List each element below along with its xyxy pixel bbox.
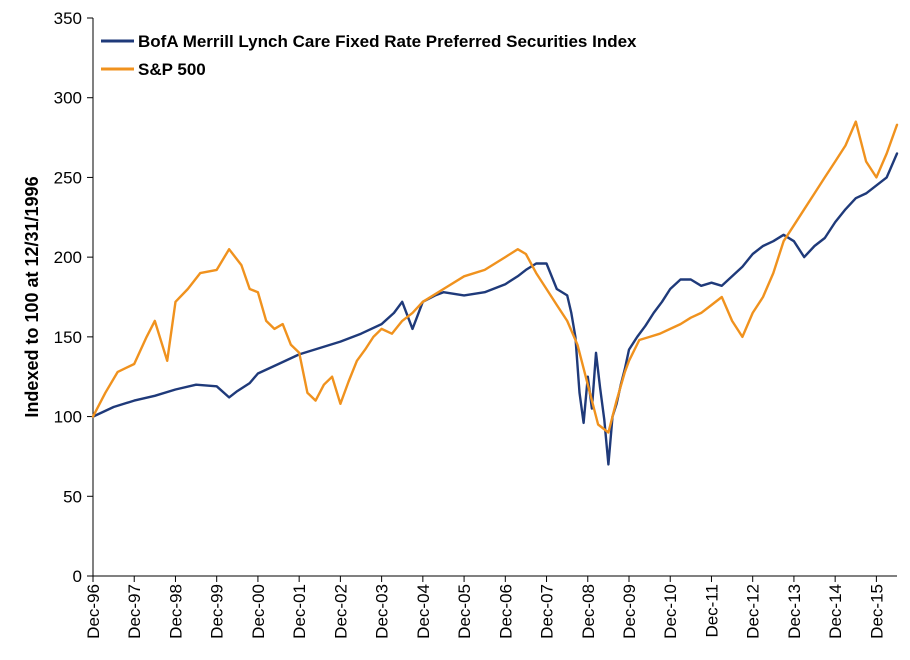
x-tick-label: Dec-11 bbox=[702, 584, 721, 638]
y-tick-label: 250 bbox=[54, 168, 82, 187]
y-tick-label: 350 bbox=[54, 9, 82, 28]
y-tick-label: 50 bbox=[63, 487, 82, 506]
x-tick-label: Dec-14 bbox=[826, 584, 845, 639]
series-line-0 bbox=[91, 152, 899, 466]
y-tick-label: 100 bbox=[54, 408, 82, 427]
legend-label-1: S&P 500 bbox=[138, 60, 206, 79]
series-line-1 bbox=[91, 120, 899, 434]
series-layer bbox=[91, 120, 899, 466]
x-tick-label: Dec-96 bbox=[84, 584, 103, 639]
x-tick-label: Dec-04 bbox=[414, 584, 433, 639]
y-axis-title: Indexed to 100 at 12/31/1996 bbox=[22, 176, 42, 417]
y-tick-label: 300 bbox=[54, 89, 82, 108]
x-tick-label: Dec-12 bbox=[744, 584, 763, 639]
legend-label-0: BofA Merrill Lynch Care Fixed Rate Prefe… bbox=[138, 32, 637, 51]
axes bbox=[92, 18, 897, 577]
x-tick-label: Dec-09 bbox=[620, 584, 639, 639]
y-tick-label: 150 bbox=[54, 328, 82, 347]
x-tick-label: Dec-01 bbox=[290, 584, 309, 639]
x-tick-label: Dec-02 bbox=[331, 584, 350, 639]
x-tick-label: Dec-97 bbox=[125, 584, 144, 639]
x-tick-label: Dec-08 bbox=[579, 584, 598, 639]
y-tick-label: 200 bbox=[54, 248, 82, 267]
x-tick-label: Dec-13 bbox=[785, 584, 804, 639]
x-tick-label: Dec-07 bbox=[538, 584, 557, 639]
x-tick-label: Dec-15 bbox=[867, 584, 886, 639]
x-tick-label: Dec-98 bbox=[166, 584, 185, 639]
x-tick-label: Dec-03 bbox=[373, 584, 392, 639]
x-tick-label: Dec-05 bbox=[455, 584, 474, 639]
x-tick-label: Dec-00 bbox=[249, 584, 268, 639]
x-tick-label: Dec-06 bbox=[496, 584, 515, 639]
y-ticks: 0 50 100 150 200 250 300 350 bbox=[54, 9, 93, 586]
legend: BofA Merrill Lynch Care Fixed Rate Prefe… bbox=[101, 32, 637, 79]
x-tick-label: Dec-99 bbox=[208, 584, 227, 639]
x-ticks: Dec-96 Dec-97 Dec-98 Dec-99 Dec-00 Dec-01 Dec-… bbox=[84, 576, 886, 639]
x-tick-label: Dec-10 bbox=[661, 584, 680, 639]
y-tick-label: 0 bbox=[73, 567, 82, 586]
